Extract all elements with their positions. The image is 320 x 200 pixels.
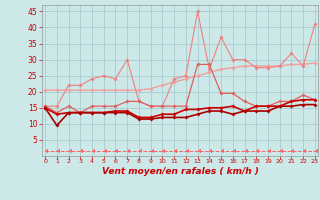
X-axis label: Vent moyen/en rafales ( km/h ): Vent moyen/en rafales ( km/h ): [101, 167, 259, 176]
